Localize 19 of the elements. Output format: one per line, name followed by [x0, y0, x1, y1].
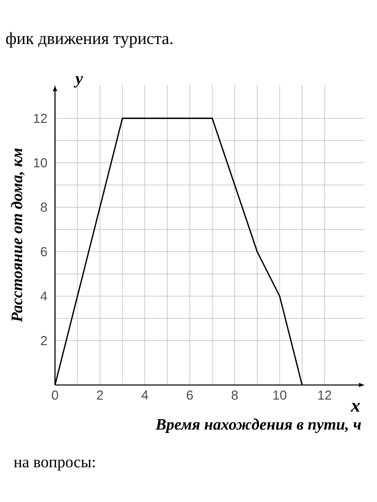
y-tick-label: 4 — [40, 292, 48, 301]
x-tick-label: 8 — [232, 390, 238, 400]
x-axis-title: Время нахождения в пути, ч — [155, 418, 361, 434]
annotation: y — [74, 76, 83, 88]
x-tick-label: 6 — [186, 390, 193, 400]
text: на вопросы: — [14, 460, 95, 471]
x-tick-label: 12 — [318, 390, 332, 400]
x-tick-label: 2 — [96, 390, 103, 400]
chart-title: фик движения туриста. — [6, 32, 172, 48]
y-tick-label: 12 — [34, 114, 47, 123]
text: x — [350, 402, 360, 412]
y-axis-title: Расстояние от дома, км — [11, 148, 25, 322]
y-tick-label: 6 — [40, 247, 47, 256]
x-tick-label: 10 — [273, 390, 286, 400]
y-tick-label: 10 — [34, 158, 47, 168]
x-tick-label: 0 — [52, 390, 58, 400]
y-tick-label: 8 — [40, 202, 47, 212]
y-tick-label: 2 — [40, 336, 47, 346]
x-tick-label: 4 — [142, 390, 148, 400]
